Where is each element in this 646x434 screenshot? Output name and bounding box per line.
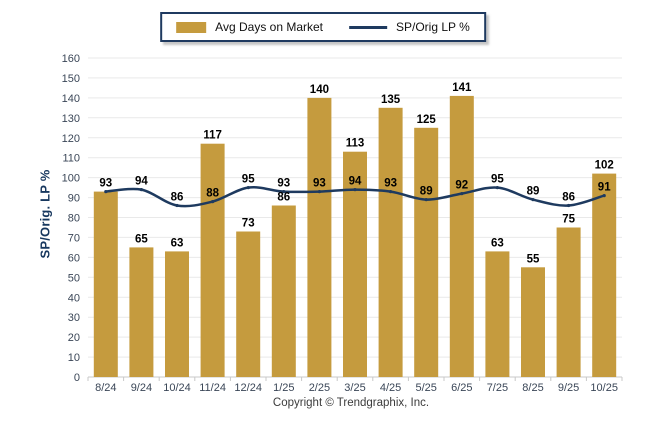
y-tick-label: 130 — [62, 113, 80, 125]
legend-line-label: SP/Orig LP % — [396, 20, 470, 34]
bar-avg-days — [93, 191, 118, 377]
x-tick-label: 5/25 — [415, 382, 436, 394]
line-value-label: 92 — [455, 180, 468, 192]
x-tick-label: 8/25 — [522, 382, 543, 394]
bar-avg-days — [556, 227, 581, 377]
y-tick-label: 70 — [68, 232, 80, 244]
bar-avg-days — [521, 267, 545, 377]
y-tick-label: 110 — [62, 153, 80, 165]
x-tick-label: 10/24 — [163, 382, 191, 394]
bar-avg-days — [236, 231, 261, 377]
y-tick-label: 140 — [62, 93, 80, 105]
bar-avg-days — [592, 173, 617, 377]
bar-avg-days — [378, 107, 403, 378]
line-point — [567, 203, 571, 208]
bar-avg-days — [414, 127, 439, 377]
bar-avg-days — [307, 97, 332, 378]
y-tick-label: 90 — [68, 193, 80, 205]
y-tick-label: 60 — [68, 252, 80, 264]
line-point — [317, 190, 321, 194]
line-value-label: 95 — [242, 174, 255, 186]
line-value-label: 86 — [171, 192, 184, 204]
y-tick-label: 0 — [74, 372, 80, 384]
bar-value-label: 63 — [491, 237, 504, 249]
line-point — [139, 188, 143, 192]
chart-legend: Avg Days on Market SP/Orig LP % — [160, 12, 486, 42]
x-tick-label: 1/25 — [273, 382, 294, 394]
line-value-label: 88 — [206, 188, 219, 200]
bar-value-label: 141 — [452, 82, 472, 94]
line-value-label: 93 — [277, 178, 290, 190]
x-tick-label: 9/25 — [558, 382, 579, 394]
line-point — [495, 186, 499, 190]
y-tick-label: 100 — [62, 173, 80, 185]
line-value-label: 89 — [527, 186, 540, 198]
line-point — [282, 190, 286, 194]
line-point — [246, 186, 250, 190]
line-value-label: 89 — [420, 186, 433, 198]
bar-avg-days — [449, 95, 474, 378]
x-tick-label: 12/24 — [234, 382, 262, 394]
bar-avg-days — [200, 143, 225, 377]
x-tick-label: 7/25 — [487, 382, 508, 394]
legend-line-swatch — [349, 25, 388, 29]
line-value-label: 93 — [384, 178, 397, 190]
bar-value-label: 93 — [99, 178, 112, 190]
bar-value-label: 73 — [242, 218, 255, 230]
y-tick-label: 30 — [68, 312, 80, 324]
line-point — [175, 203, 179, 208]
y-tick-label: 120 — [62, 133, 80, 145]
y-tick-label: 150 — [62, 73, 80, 85]
bar-avg-days — [165, 251, 189, 377]
y-tick-label: 40 — [68, 292, 80, 304]
line-point — [104, 190, 108, 194]
y-tick-label: 20 — [68, 332, 80, 344]
bar-avg-days — [129, 247, 154, 377]
y-tick-label: 80 — [68, 213, 80, 225]
line-point — [424, 198, 428, 202]
line-value-label: 94 — [349, 176, 362, 188]
x-tick-label: 2/25 — [309, 382, 330, 394]
line-point — [460, 192, 464, 196]
legend-bar-swatch — [176, 21, 207, 33]
y-tick-label: 160 — [62, 53, 80, 65]
x-tick-label: 9/24 — [131, 382, 152, 394]
line-value-label: 91 — [598, 182, 611, 194]
y-tick-label: 10 — [68, 352, 80, 364]
x-tick-label: 10/25 — [590, 382, 618, 394]
bar-avg-days — [271, 205, 296, 377]
line-point — [602, 194, 606, 198]
bar-value-label: 125 — [417, 114, 437, 126]
legend-bar-label: Avg Days on Market — [215, 20, 324, 34]
x-tick-label: 11/24 — [199, 382, 226, 394]
bar-value-label: 135 — [381, 94, 401, 106]
bar-value-label: 102 — [595, 160, 614, 172]
line-value-label: 94 — [135, 176, 148, 188]
bar-value-label: 140 — [310, 84, 329, 96]
x-tick-label: 8/24 — [95, 382, 116, 394]
bar-value-label: 86 — [277, 192, 290, 204]
bar-value-label: 55 — [527, 253, 540, 265]
bar-value-label: 113 — [346, 138, 365, 150]
bar-value-label: 65 — [135, 233, 148, 245]
y-tick-label: 50 — [68, 272, 80, 284]
x-tick-label: 4/25 — [380, 382, 401, 394]
line-value-label: 86 — [562, 192, 575, 204]
line-value-label: 93 — [313, 178, 326, 190]
line-value-label: 95 — [491, 174, 504, 186]
line-point — [531, 198, 535, 202]
line-point — [211, 200, 215, 204]
bar-value-label: 117 — [203, 130, 222, 142]
copyright-text: Copyright © Trendgraphix, Inc. — [272, 397, 430, 409]
bar-value-label: 63 — [171, 237, 184, 249]
x-tick-label: 3/25 — [344, 382, 365, 394]
line-point — [389, 190, 393, 194]
x-tick-label: 6/25 — [451, 382, 472, 394]
line-point — [353, 188, 357, 192]
bar-avg-days — [485, 251, 510, 377]
bar-value-label: 75 — [562, 214, 575, 226]
